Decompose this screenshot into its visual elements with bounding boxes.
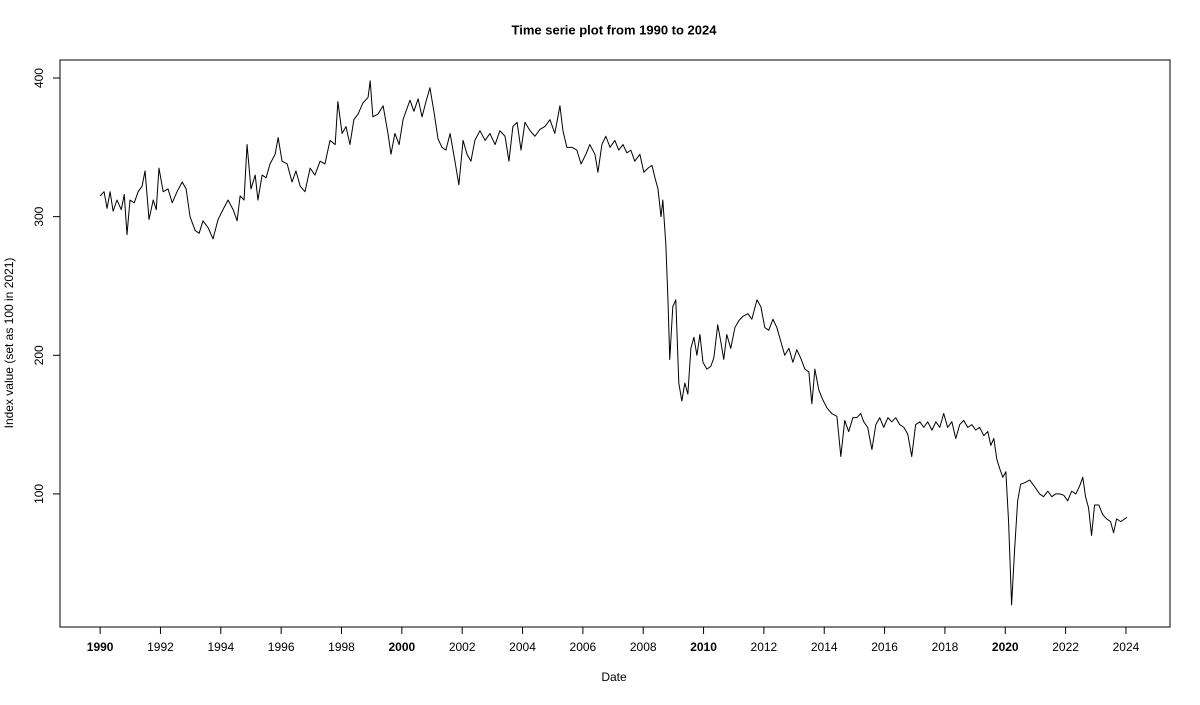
x-tick-label: 1994 xyxy=(207,640,234,654)
y-tick-label: 100 xyxy=(32,484,46,504)
x-tick-label: 2016 xyxy=(871,640,898,654)
y-tick-label: 300 xyxy=(32,206,46,226)
x-tick-label: 2024 xyxy=(1113,640,1140,654)
x-axis-label: Date xyxy=(601,670,627,684)
x-tick-label: 2012 xyxy=(751,640,778,654)
x-tick-label: 2010 xyxy=(690,640,717,654)
x-tick-label: 2014 xyxy=(811,640,838,654)
x-tick-label: 2022 xyxy=(1052,640,1079,654)
x-tick-label: 1996 xyxy=(268,640,295,654)
x-tick-label: 1998 xyxy=(328,640,355,654)
x-tick-label: 1992 xyxy=(147,640,174,654)
x-tick-label: 2018 xyxy=(932,640,959,654)
y-axis-label: Index value (set as 100 in 2021) xyxy=(2,258,16,429)
x-tick-label: 2006 xyxy=(570,640,597,654)
data-line xyxy=(99,80,1128,606)
x-tick-label: 2000 xyxy=(388,640,415,654)
x-tick-label: 2002 xyxy=(449,640,476,654)
x-tick-label: 2020 xyxy=(992,640,1019,654)
chart-title: Time serie plot from 1990 to 2024 xyxy=(512,22,718,37)
x-tick-label: 1990 xyxy=(87,640,114,654)
y-tick-label: 400 xyxy=(32,68,46,88)
y-tick-label: 200 xyxy=(32,345,46,365)
x-tick-label: 2008 xyxy=(630,640,657,654)
x-tick-label: 2004 xyxy=(509,640,536,654)
